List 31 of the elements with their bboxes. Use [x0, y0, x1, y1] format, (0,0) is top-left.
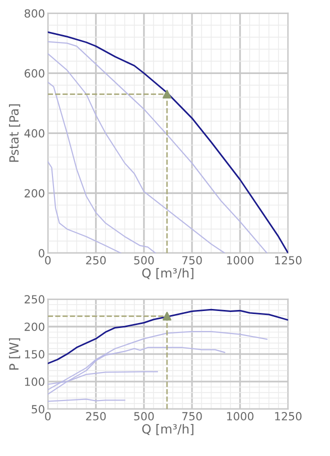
line-series — [48, 53, 226, 254]
x-tick-label: 1000 — [227, 412, 254, 420]
y-tick-label: 800 — [24, 9, 44, 18]
y-tick-label: 400 — [24, 129, 44, 138]
x-tick-label: 0 — [45, 412, 51, 420]
x-tick-label: 250 — [86, 256, 106, 264]
line-series — [48, 82, 156, 254]
y-axis-title: P [W] — [8, 338, 20, 370]
y-tick-label: 200 — [24, 189, 44, 198]
x-tick-label: 0 — [45, 256, 51, 264]
y-axis-title: Pstat [Pa] — [8, 104, 20, 162]
x-axis-title: Q [m³/h] — [142, 424, 194, 436]
y-tick-label: 600 — [24, 69, 44, 78]
x-tick-label: 1250 — [275, 256, 302, 264]
line-series — [48, 161, 122, 254]
x-tick-label: 750 — [182, 256, 202, 264]
y-tick-label: 0 — [38, 249, 44, 258]
x-tick-label: 1000 — [227, 256, 254, 264]
x-tick-label: 750 — [182, 412, 202, 420]
x-axis-title: Q [m³/h] — [142, 268, 194, 280]
x-tick-label: 500 — [134, 256, 154, 264]
y-tick-label: 250 — [24, 295, 44, 304]
line-series — [48, 331, 268, 390]
line-series — [48, 308, 288, 364]
x-tick-label: 1250 — [275, 412, 302, 420]
y-tick-label: 200 — [24, 322, 44, 331]
x-tick-label: 250 — [86, 412, 106, 420]
y-tick-label: 100 — [25, 378, 44, 386]
y-tick-label: 150 — [25, 350, 44, 358]
y-tick-label: 50 — [32, 405, 44, 414]
x-tick-label: 500 — [134, 412, 154, 420]
